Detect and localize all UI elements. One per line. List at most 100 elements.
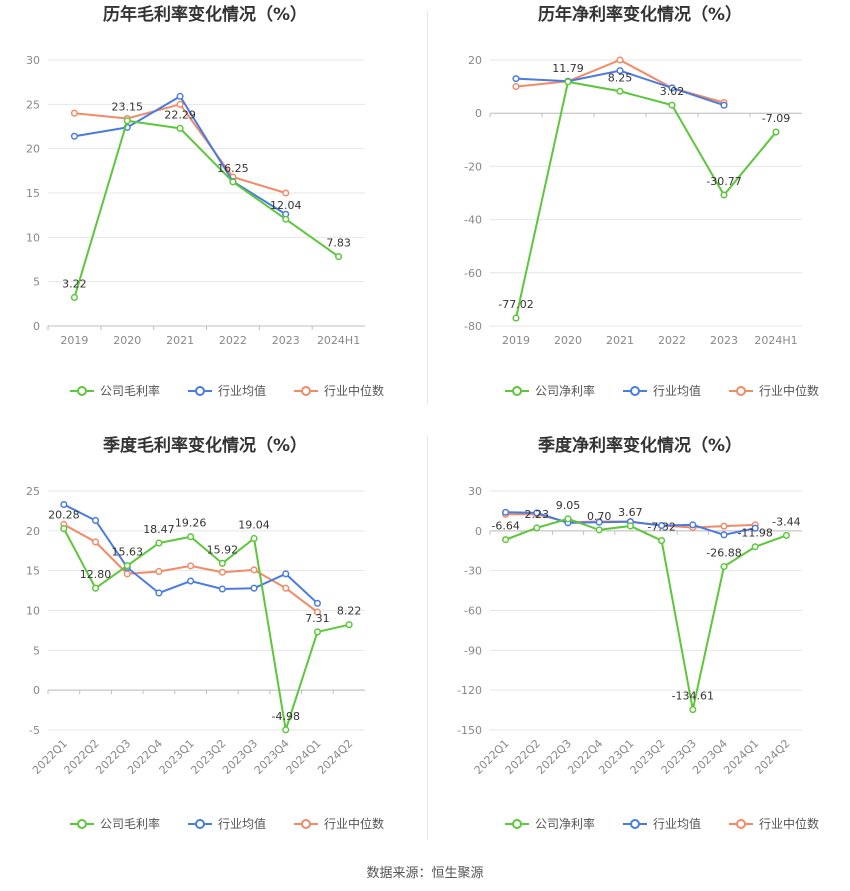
data-label: 19.26 — [175, 517, 207, 530]
x-tick-label: 2024H1 — [754, 334, 797, 347]
x-tick-label: 2024Q2 — [752, 737, 792, 777]
legend-marker — [195, 819, 205, 829]
legend-item-company: 公司毛利率 — [70, 383, 160, 398]
data-point-company — [229, 178, 237, 186]
series-line-company — [515, 80, 777, 319]
data-point-industry-avg — [70, 132, 78, 140]
legend-item-industry-median: 行业中位数 — [729, 816, 819, 831]
quarterly-gross-margin-chart: 季度毛利率变化情况（%）-505101520252022Q12022Q22022… — [26, 435, 384, 831]
legend-marker — [630, 386, 640, 396]
data-point-company — [335, 253, 343, 261]
legend-item-company: 公司净利率 — [505, 383, 595, 398]
data-point-industry-avg — [187, 577, 195, 585]
data-label: 23.15 — [112, 101, 144, 114]
series-line-company — [505, 517, 787, 710]
legend-marker — [736, 819, 746, 829]
data-point-industry-median — [218, 568, 226, 576]
data-point-industry-median — [70, 109, 78, 117]
x-tick-label: 2021 — [606, 334, 634, 347]
data-point-industry-avg — [60, 500, 68, 509]
data-point-company — [155, 539, 163, 547]
data-point-industry-avg — [720, 531, 728, 539]
data-point-industry-avg — [282, 570, 290, 578]
data-point-company — [60, 525, 68, 533]
data-label: 0.70 — [587, 510, 612, 523]
series-line-company — [62, 528, 350, 731]
y-tick-label: -80 — [464, 320, 482, 333]
x-tick-label: 2024H1 — [317, 334, 360, 347]
y-tick-label: -150 — [457, 724, 482, 737]
chart-title: 历年毛利率变化情况（%） — [103, 4, 307, 25]
data-label: 7.31 — [305, 612, 330, 625]
y-tick-label: -30 — [464, 565, 482, 578]
data-point-company — [626, 522, 634, 530]
data-source-note: 数据来源：恒生聚源 — [366, 866, 484, 881]
data-label: 12.04 — [270, 199, 302, 212]
y-tick-label: -60 — [464, 605, 482, 618]
legend-item-company: 公司毛利率 — [70, 816, 160, 831]
legend-item-industry-avg: 行业均值 — [623, 816, 701, 831]
legend-label: 行业均值 — [218, 383, 266, 398]
y-tick-label: -20 — [464, 160, 482, 173]
data-point-industry-median — [187, 562, 195, 570]
y-tick-label: 30 — [26, 54, 40, 67]
data-point-company — [176, 124, 184, 132]
data-point-company — [512, 314, 520, 322]
data-point-company — [616, 87, 624, 95]
data-label: 20.28 — [48, 509, 80, 522]
data-label: 3.02 — [660, 85, 685, 98]
legend-marker — [77, 819, 87, 829]
legend-item-industry-median: 行业中位数 — [294, 816, 384, 831]
data-point-company — [720, 562, 728, 571]
data-point-industry-avg — [751, 524, 759, 532]
y-tick-label: 0 — [33, 684, 40, 697]
data-point-industry-median — [155, 567, 163, 576]
data-label: -11.98 — [737, 527, 772, 540]
data-point-industry-median — [123, 570, 131, 578]
data-point-industry-avg — [720, 101, 728, 109]
x-tick-label: 2019 — [60, 334, 88, 347]
series-line-company — [73, 119, 340, 298]
legend-marker — [301, 386, 311, 396]
y-tick-label: 15 — [26, 187, 40, 200]
legend-item-industry-avg: 行业均值 — [623, 383, 701, 398]
data-point-industry-avg — [176, 92, 184, 100]
data-point-industry-median — [282, 189, 290, 197]
legend-label: 行业中位数 — [759, 816, 819, 831]
data-point-company — [564, 78, 572, 86]
data-point-company — [772, 128, 780, 136]
legend-label: 行业中位数 — [324, 383, 384, 398]
data-point-company — [345, 621, 353, 629]
y-tick-label: 5 — [33, 276, 40, 289]
legend-item-industry-median: 行业中位数 — [294, 383, 384, 398]
data-point-company — [595, 526, 603, 534]
data-point-industry-median — [512, 83, 520, 91]
data-label: -7.32 — [647, 521, 675, 534]
data-label: 18.47 — [143, 523, 175, 536]
data-label: 22.29 — [164, 108, 196, 121]
annual-net-margin-chart: 历年净利率变化情况（%） -80 -60 -40 -20 0 20 2019 2020 2021 2… — [464, 4, 819, 398]
data-point-industry-median — [616, 56, 624, 64]
y-tick-label: 0 — [475, 107, 482, 120]
y-tick-label: -120 — [457, 684, 482, 697]
data-point-company — [92, 584, 100, 592]
legend-item-company: 公司净利率 — [505, 816, 595, 831]
legend-label: 公司毛利率 — [100, 383, 160, 398]
data-point-industry-avg — [689, 521, 697, 529]
data-point-company — [250, 534, 258, 543]
data-label: -7.09 — [762, 112, 790, 125]
data-point-company — [70, 293, 78, 301]
annual-gross-margin-chart: 历年毛利率变化情况（%） 0 5 10 15 20 25 30 2019 2020 2021 2022… — [26, 4, 384, 398]
x-tick-label: 2023 — [272, 334, 300, 347]
x-tick-label: 2019 — [502, 334, 530, 347]
data-label: 12.80 — [80, 568, 112, 581]
legend-marker — [512, 386, 522, 396]
data-point-industry-median — [92, 538, 100, 546]
data-point-industry-median — [720, 522, 728, 530]
data-label: 15.92 — [207, 543, 239, 556]
data-point-company — [502, 536, 510, 544]
y-tick-label: -5 — [29, 724, 40, 737]
vertical-divider-top — [427, 10, 428, 405]
x-tick-label: 2021 — [166, 334, 194, 347]
